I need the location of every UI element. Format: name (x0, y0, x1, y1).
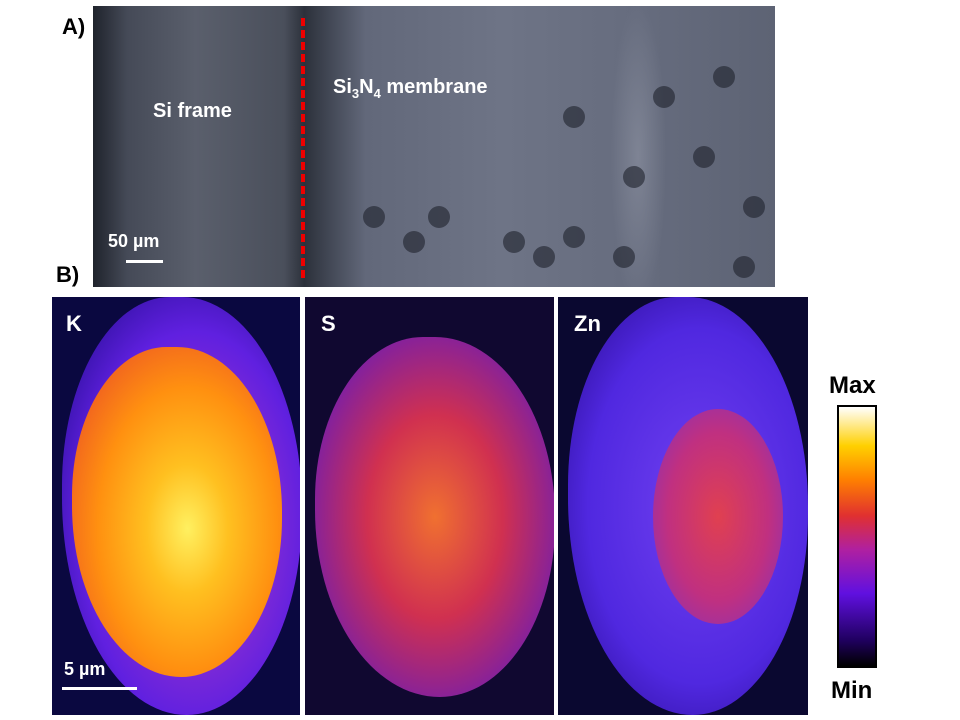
panel-b-label: B) (56, 262, 80, 287)
map-s-label: S (321, 311, 336, 336)
map-s: S (305, 297, 554, 715)
colorbar (837, 405, 877, 668)
membrane-label: Si3N4 membrane (333, 76, 488, 101)
dark-spot (653, 86, 675, 108)
colorbar-max-label: Max (829, 372, 876, 399)
map-zn: Zn (558, 297, 808, 715)
optical-micrograph: Si frame Si3N4 membrane 50 µm (93, 6, 775, 287)
si-frame-label: Si frame (153, 100, 232, 122)
map-k: K 5 µm (52, 297, 300, 715)
dark-spot (563, 106, 585, 128)
scale-bar-a (126, 260, 163, 263)
dark-spot (613, 246, 635, 268)
boundary-line (301, 18, 305, 278)
dark-spot (693, 146, 715, 168)
dark-spot (563, 226, 585, 248)
scale-bar-label-b: 5 µm (64, 659, 106, 679)
dark-spot (623, 166, 645, 188)
dark-spot (428, 206, 450, 228)
nucleus-signal (653, 409, 783, 624)
dark-spot (733, 256, 755, 278)
dark-spot (713, 66, 735, 88)
scale-bar-b (62, 687, 137, 690)
colorbar-min-label: Min (831, 677, 873, 704)
dark-spot (743, 196, 765, 218)
dark-spot (363, 206, 385, 228)
cell-signal (315, 337, 554, 697)
dark-spot (403, 231, 425, 253)
map-k-label: K (66, 311, 82, 336)
panel-a-label: A) (62, 14, 86, 39)
dark-spot (533, 246, 555, 268)
scale-bar-label-a: 50 µm (108, 231, 160, 251)
dark-spot (503, 231, 525, 253)
cell-inner-signal (72, 347, 282, 677)
map-zn-label: Zn (574, 311, 601, 336)
